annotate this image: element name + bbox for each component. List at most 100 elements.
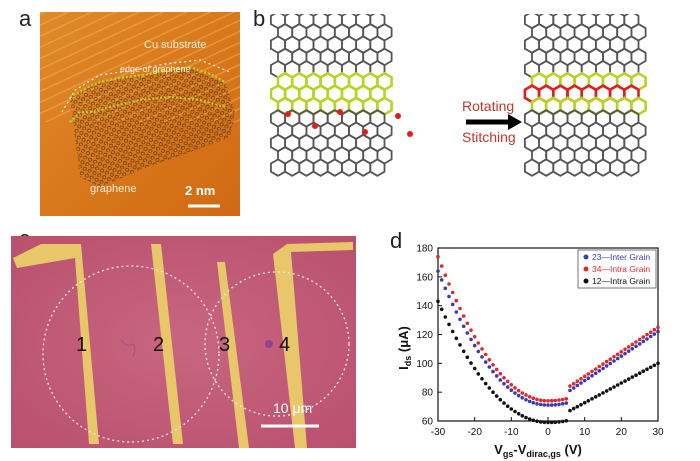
lattice-hexagon (355, 158, 372, 177)
data-point (645, 332, 649, 337)
data-point (615, 383, 620, 387)
data-point (531, 396, 536, 401)
data-point (615, 356, 620, 361)
data-point (454, 298, 459, 303)
data-point (538, 402, 543, 407)
lattice-hexagon (523, 158, 541, 177)
data-point (560, 419, 565, 424)
data-point (590, 397, 594, 401)
data-point (483, 360, 488, 364)
data-point (476, 341, 481, 345)
graphene-label: graphene (90, 183, 137, 195)
data-point (619, 381, 624, 385)
data-point (439, 307, 444, 312)
cu-substrate-label: Cu substrate (144, 39, 206, 51)
data-point (546, 399, 550, 403)
edge-of-graphene-label: edge of graphene (120, 64, 191, 74)
data-point (641, 335, 646, 339)
panel-letter-d: d (390, 228, 403, 253)
x-tick-label: 0 (545, 427, 551, 438)
data-point (465, 321, 470, 326)
data-point (505, 379, 510, 384)
data-point (568, 408, 572, 413)
data-point (483, 352, 488, 357)
data-point (476, 349, 481, 354)
free-carbon-atom (337, 109, 343, 115)
electrode-label-2: 2 (153, 334, 164, 356)
y-tick-label: 120 (416, 330, 433, 341)
data-point (564, 397, 569, 401)
lattice-hexagon (298, 158, 315, 177)
data-point (502, 401, 506, 405)
data-point (557, 398, 561, 402)
electrode-1 (13, 244, 99, 444)
data-point (575, 404, 580, 409)
legend-marker (583, 254, 589, 260)
data-point (513, 391, 517, 395)
data-point (564, 401, 569, 405)
data-point (520, 396, 525, 400)
lattice-hexagon (623, 158, 640, 177)
data-point (652, 327, 657, 332)
free-carbon-atom (312, 123, 318, 129)
data-point (637, 337, 642, 342)
data-point (652, 363, 657, 368)
x-axis-label: Vgs-Vdirac,gs (V) (494, 442, 582, 459)
data-point (454, 336, 459, 341)
data-point (601, 391, 605, 395)
data-point (498, 397, 503, 402)
data-point (535, 419, 539, 423)
data-point (626, 345, 631, 349)
data-point (520, 391, 525, 395)
data-point (645, 367, 649, 371)
data-point (549, 420, 554, 425)
data-point (450, 290, 455, 295)
data-point (472, 343, 477, 348)
data-point (571, 386, 576, 390)
data-point (593, 367, 598, 371)
data-point (447, 282, 451, 286)
data-point (590, 373, 594, 378)
data-point (458, 306, 462, 311)
data-point (509, 388, 514, 392)
data-point (568, 388, 572, 393)
electrode-4 (273, 242, 353, 448)
series-12 (436, 299, 660, 425)
series-23 (436, 269, 660, 407)
data-point (582, 378, 587, 383)
lattice-hexagon (312, 158, 329, 177)
data-point (597, 364, 602, 369)
data-point (531, 401, 536, 405)
data-point (582, 374, 587, 379)
data-point (498, 378, 503, 382)
x-tick-label: -20 (467, 427, 482, 438)
data-point (553, 398, 558, 403)
data-point (546, 420, 550, 425)
x-tick-label: -30 (431, 427, 446, 438)
data-point (443, 273, 448, 277)
data-point (531, 418, 536, 423)
data-point (465, 331, 470, 335)
data-point (527, 417, 532, 421)
data-point (656, 329, 660, 334)
y-tick-label: 100 (416, 359, 433, 370)
data-point (469, 328, 473, 332)
data-point (509, 407, 514, 411)
panel-letter-a: a (19, 6, 32, 31)
free-carbon-atom (285, 111, 291, 117)
data-point (564, 419, 569, 423)
data-point (516, 388, 521, 393)
data-point (645, 337, 649, 341)
data-point (535, 397, 539, 402)
data-point (505, 385, 510, 389)
data-point (502, 381, 506, 386)
data-point (480, 377, 484, 381)
data-point (608, 361, 613, 366)
data-point (553, 420, 558, 424)
y-tick-label: 180 (416, 244, 433, 255)
lattice-hexagon (566, 158, 583, 177)
data-point (461, 324, 466, 329)
data-point (656, 325, 660, 330)
data-point (557, 420, 561, 424)
data-point (597, 393, 602, 397)
